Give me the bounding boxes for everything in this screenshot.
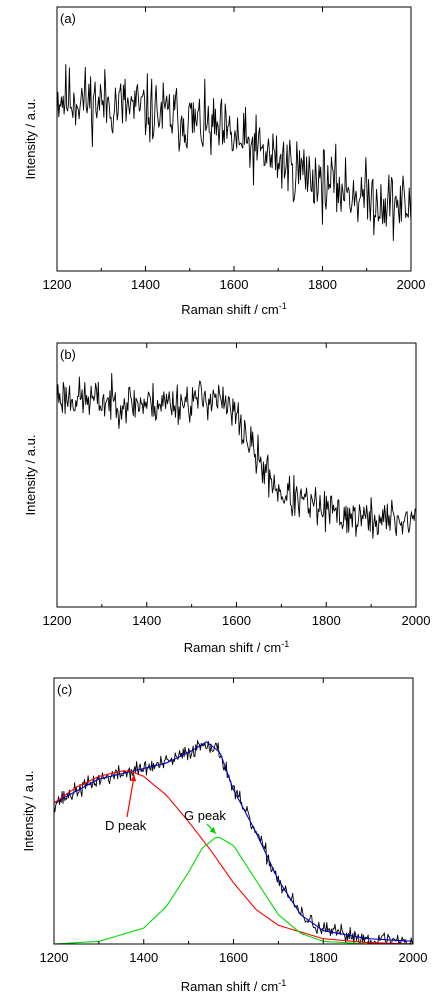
x-tick-label: 1600 [219, 950, 248, 965]
series-line-1 [56, 372, 417, 539]
x-tick-label: 1400 [131, 277, 160, 292]
x-axis-title-superscript: -1 [279, 301, 287, 311]
chart-panel-3: 1200 1400 1600 1800 2000 Raman shift / cm-1 In… [21, 677, 428, 994]
x-axis-title: Raman shift / cm-1 [181, 301, 287, 317]
d-peak-arrow-head [130, 775, 137, 782]
x-tick-label: 1600 [222, 613, 251, 628]
g-peak-label: G peak [184, 808, 226, 823]
x-tick-label: 1200 [43, 277, 72, 292]
x-tick-label: 1600 [220, 277, 249, 292]
series-line-1 [53, 740, 414, 945]
series-line-4 [53, 837, 413, 945]
x-tick-label: 1800 [309, 950, 338, 965]
panel-label: (a) [60, 11, 76, 26]
x-tick-label: 1800 [308, 277, 337, 292]
d-peak-arrow-line [126, 774, 135, 818]
x-tick-label: 1400 [129, 950, 158, 965]
x-tick-label: 2000 [397, 277, 426, 292]
chart-panel-2: 1200 1400 1600 1800 2000 Raman shift / cm-1 In… [23, 342, 431, 655]
plot-frame [56, 342, 417, 608]
x-tick-label: 1800 [312, 613, 341, 628]
x-axis-title: Raman shift / cm-1 [184, 639, 290, 655]
x-tick-label: 2000 [399, 950, 428, 965]
series-line-2 [53, 741, 414, 942]
x-tick-label: 1200 [43, 613, 72, 628]
x-axis-title-superscript: -1 [278, 978, 286, 988]
d-peak-label: D peak [105, 818, 147, 833]
y-axis-title: Intensity / a.u. [23, 99, 38, 180]
y-axis-title: Intensity / a.u. [23, 435, 38, 516]
x-tick-label: 1400 [132, 613, 161, 628]
chart-panel-1: 1200 1400 1600 1800 2000 Raman shift / cm-1 In… [23, 6, 426, 317]
x-tick-label: 1200 [40, 950, 69, 965]
plot-frame [53, 677, 414, 945]
g-peak-arrow-head [209, 827, 216, 834]
x-tick-label: 2000 [402, 613, 431, 628]
panel-label: (c) [57, 682, 72, 697]
series-line-1 [56, 64, 412, 241]
series-line-3 [53, 770, 414, 945]
x-axis-title-superscript: -1 [281, 639, 289, 649]
panel-label: (b) [60, 347, 76, 362]
x-axis-title: Raman shift / cm-1 [181, 978, 287, 994]
y-axis-title: Intensity / a.u. [21, 771, 36, 852]
